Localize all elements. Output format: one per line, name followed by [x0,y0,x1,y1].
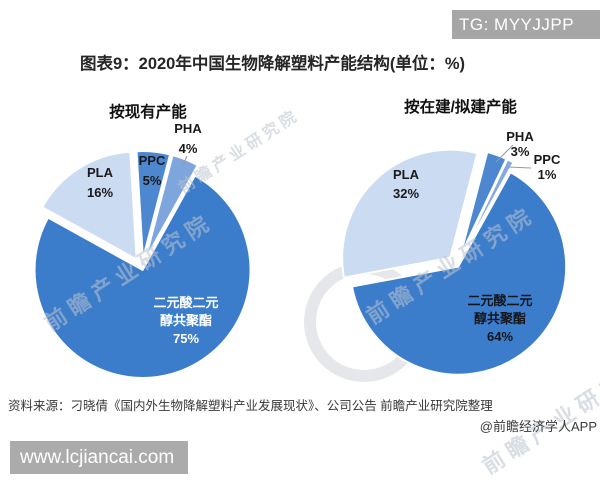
leader-line-ppc [507,166,532,169]
app-handle: @前瞻经济学人APP [479,419,597,434]
slice-label-copolyester: 二元酸二元醇共聚酯 75% [153,295,218,346]
right-pie-title: 按在建/拟建产能 [404,99,517,116]
left-pie-title: 按现有产能 [109,104,187,121]
leader-line-pha [182,155,188,166]
slice-label-pla: PLA 16% [87,165,114,200]
slice-label-pha: PHA 3% [506,129,534,159]
pie-slice-ppc [135,150,172,260]
site-watermark-badge: www.lcjiancai.com [10,441,188,474]
slice-label-pha: PHA 4% [174,121,202,156]
pie-slice-pha [459,151,508,258]
leader-line-pha [495,144,514,163]
slice-label-pla: PLA 32% [393,167,420,201]
slice-label-ppc: PPC 5% [139,153,166,188]
pie-slice-copolyester [351,171,568,376]
slice-label-copolyester: 二元酸二元醇共聚酯 64% [467,293,532,344]
pie-slice-pla [341,148,479,279]
pie-slice-ppc [460,158,515,258]
pie-chart-planned-capacity: 二元酸二元醇共聚酯 64% PLA 32% PHA 3%PPC 1% [341,129,568,376]
pie-chart-existing-capacity: 二元酸二元醇共聚酯 75% PLA 16% PPC 5% PHA 4% [33,121,252,379]
pie-slice-pla [41,150,138,261]
slice-label-ppc: PPC 1% [534,152,561,182]
chart-title: 图表9：2020年中国生物降解塑料产能结构(单位：%) [79,55,466,73]
source-note: 资料来源：刁晓倩《国内外生物降解塑料产业发展现状》、公司公告 前瞻产业研究院整理 [8,399,493,413]
telegram-badge: TG: MYYJJPP [452,10,600,39]
pie-slice-copolyester [33,174,252,379]
